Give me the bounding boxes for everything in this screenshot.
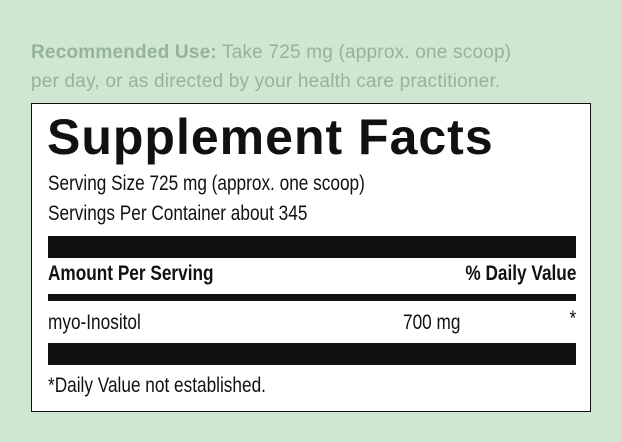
nutrient-amount: 700 mg xyxy=(403,311,461,334)
footnote: *Daily Value not established. xyxy=(48,374,266,397)
daily-value: * xyxy=(569,307,576,330)
divider-bar xyxy=(48,236,576,258)
column-header: Amount Per Serving xyxy=(48,262,214,285)
divider-bar xyxy=(48,294,576,301)
label-title: Supplement Facts xyxy=(47,109,494,165)
recommended-text: per day, or as directed by your health c… xyxy=(31,71,501,92)
recommended-use: Recommended Use: Take 725 mg (approx. on… xyxy=(31,42,511,64)
servings-per-container: Servings Per Container about 345 xyxy=(48,202,308,225)
supplement-facts-label: Supplement Facts Serving Size 725 mg (ap… xyxy=(31,103,591,412)
divider-bar xyxy=(48,343,576,365)
recommended-text: Take 725 mg (approx. one scoop) xyxy=(222,42,512,63)
column-header: % Daily Value xyxy=(464,262,576,285)
nutrient-name: myo-Inositol xyxy=(48,311,141,334)
recommended-label: Recommended Use: xyxy=(31,42,217,63)
serving-size: Serving Size 725 mg (approx. one scoop) xyxy=(48,172,365,195)
